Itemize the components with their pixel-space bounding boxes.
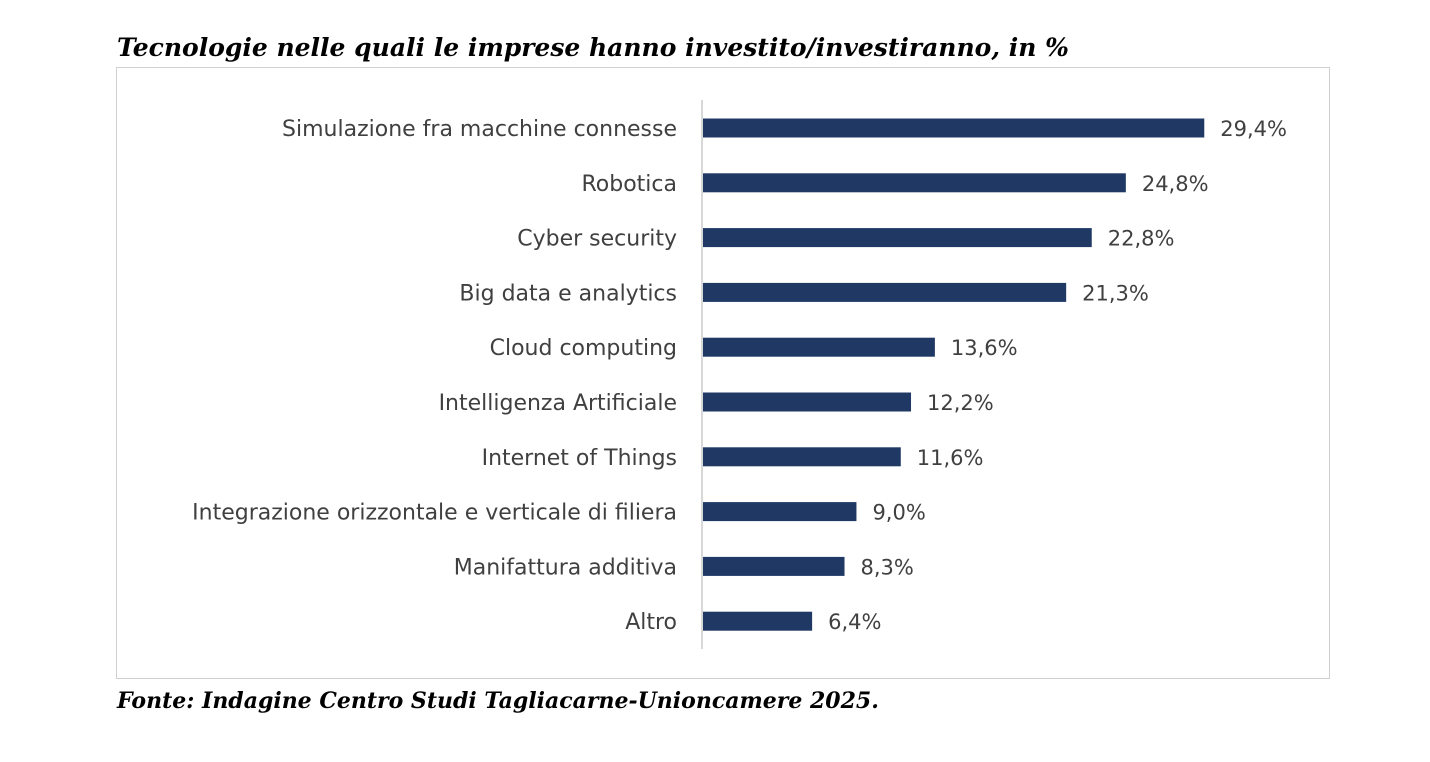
category-label: Altro <box>625 610 677 635</box>
bar <box>703 173 1126 193</box>
bar <box>703 611 813 631</box>
data-label: 12,2% <box>927 391 994 415</box>
bar <box>703 228 1092 248</box>
category-label: Integrazione orizzontale e verticale di … <box>192 501 677 526</box>
bar <box>703 502 857 522</box>
bar-chart: Simulazione fra macchine connesse 29,4% Ro… <box>192 100 1287 649</box>
data-label: 21,3% <box>1082 281 1149 305</box>
bar <box>703 282 1067 302</box>
category-label: Internet of Things <box>482 446 677 471</box>
category-label: Cloud computing <box>490 336 677 361</box>
data-label: 29,4% <box>1220 117 1287 141</box>
source-note: Fonte: Indagine Centro Studi Tagliacarne… <box>117 688 879 714</box>
data-label: 8,3% <box>861 555 914 579</box>
data-label: 9,0% <box>872 501 925 525</box>
bar <box>703 556 845 576</box>
data-label: 13,6% <box>951 336 1018 360</box>
chart-frame: Simulazione fra macchine connesse 29,4% Ro… <box>116 67 1330 679</box>
category-label: Cyber security <box>517 227 677 252</box>
category-label: Intelligenza Artificiale <box>439 391 677 416</box>
data-label: 11,6% <box>917 446 984 470</box>
category-label: Robotica <box>582 172 678 197</box>
category-label: Manifattura additiva <box>454 555 677 580</box>
data-label: 24,8% <box>1142 172 1209 196</box>
category-label: Simulazione fra macchine connesse <box>282 117 677 142</box>
bar <box>703 447 901 467</box>
bar <box>703 118 1205 138</box>
chart-title: Tecnologie nelle quali le imprese hanno … <box>117 33 1069 62</box>
category-label: Big data e analytics <box>459 281 677 306</box>
bar <box>703 392 912 412</box>
data-label: 22,8% <box>1108 227 1175 251</box>
data-label: 6,4% <box>828 610 881 634</box>
bar <box>703 337 935 357</box>
